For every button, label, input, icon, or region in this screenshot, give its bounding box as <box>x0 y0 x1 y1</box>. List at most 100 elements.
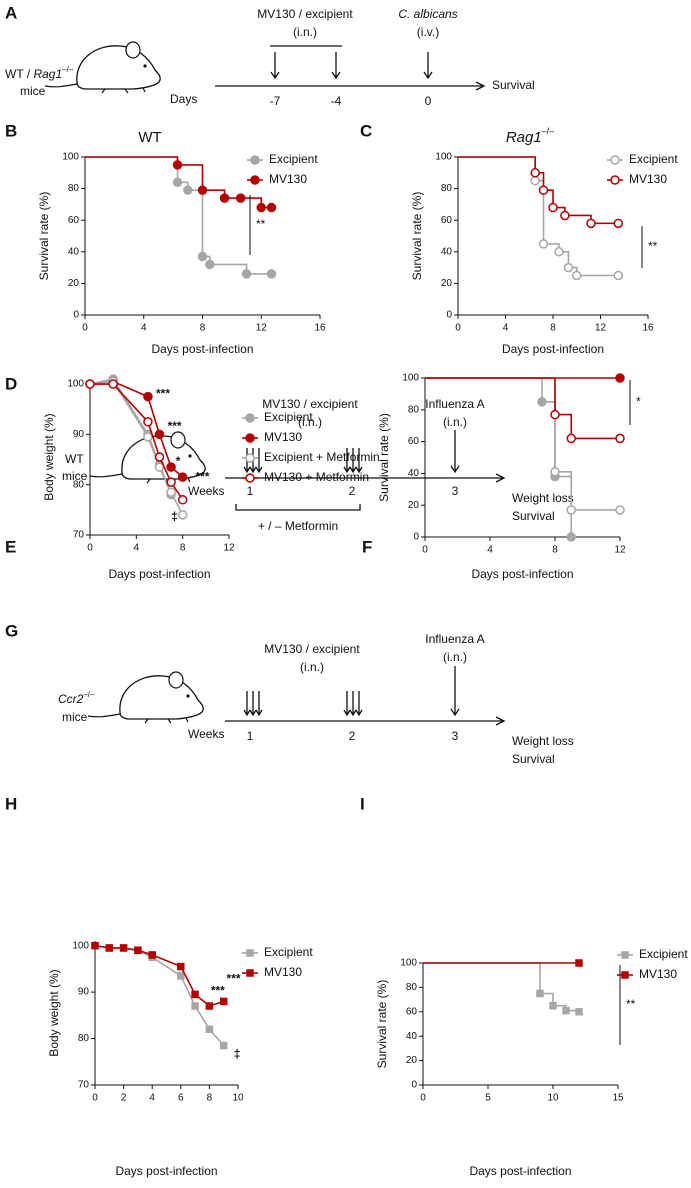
annotation: *** <box>211 983 225 997</box>
x-tick-label: 10 <box>547 1093 559 1104</box>
y-tick-label: 80 <box>406 982 418 993</box>
marker <box>143 417 153 427</box>
marker <box>563 262 574 273</box>
annotation: *** <box>156 386 170 400</box>
marker <box>105 944 114 952</box>
challenge: Influenza A <box>425 632 484 646</box>
marker <box>241 269 252 279</box>
marker <box>172 177 183 188</box>
chart: C Rag1–/– 0 20 40 60 80 100 0 4 8 12 16 Days post-inf… <box>360 121 678 356</box>
outcome: Weight loss <box>512 491 574 505</box>
marker <box>537 397 547 407</box>
title-text: WT <box>138 129 161 146</box>
y-tick-label: 100 <box>62 152 79 163</box>
legend-label: MV130 <box>639 967 677 981</box>
marker <box>572 270 582 281</box>
subject-label: WT <box>65 452 84 466</box>
marker <box>177 962 185 971</box>
x-tick-label: 8 <box>552 545 558 556</box>
x-tick-label: 5 <box>485 1093 491 1104</box>
treatment-arrows <box>270 45 342 80</box>
x-axis-label: Days post-infection <box>151 342 253 356</box>
legend-marker <box>245 413 255 423</box>
x-tick-label: 0 <box>87 543 93 554</box>
marker <box>613 270 624 281</box>
step-segment <box>85 156 179 165</box>
panel-label: H <box>5 794 17 813</box>
panel-label: E <box>5 537 16 556</box>
y-tick-label: 80 <box>68 183 80 194</box>
marker <box>530 175 540 186</box>
y-axis-label: Survival rate (%) <box>377 413 391 502</box>
y-tick-label: 40 <box>441 246 453 257</box>
legend-label: MV130 <box>629 172 667 186</box>
marker <box>536 989 544 998</box>
x-tick-label: 12 <box>256 323 268 334</box>
step-segment <box>209 263 248 274</box>
marker <box>615 505 625 515</box>
x-tick-label: 4 <box>487 545 493 556</box>
x-tick-label: 4 <box>134 543 140 554</box>
marker <box>575 1008 583 1016</box>
marker <box>166 462 176 472</box>
panel-label: B <box>5 121 17 140</box>
legend-label: Excipient <box>269 152 318 166</box>
x-tick-label: 0 <box>82 323 88 334</box>
panel-label: A <box>5 3 17 22</box>
legend-marker <box>245 453 255 463</box>
x-tick-label: 8 <box>180 543 186 554</box>
x-axis-label: Days post-infection <box>115 1164 217 1178</box>
marker <box>538 239 549 249</box>
x-tick-label: 2 <box>121 1093 127 1104</box>
y-tick-label: 0 <box>413 532 419 543</box>
challenge-route: (i.n.) <box>443 415 467 429</box>
axis-label: Weeks <box>188 727 224 741</box>
step-segment <box>177 164 204 191</box>
treatment-arrows <box>243 691 363 717</box>
treatment: MV130 / excipient <box>262 397 358 411</box>
subject-label: Ccr2–/– <box>58 690 95 706</box>
y-axis-label: Survival rate (%) <box>410 192 424 281</box>
panel-label: G <box>5 621 18 640</box>
outcome: Survival <box>512 752 555 766</box>
y-tick-label: 20 <box>441 278 453 289</box>
marker <box>143 432 153 442</box>
marker <box>548 202 558 213</box>
challenge-arrow <box>450 430 460 474</box>
step-segment <box>458 156 536 181</box>
y-tick-label: 100 <box>72 940 89 951</box>
marker <box>530 168 540 178</box>
timepoint: -7 <box>270 94 281 108</box>
marker <box>143 391 153 402</box>
y-tick-label: 90 <box>73 429 85 440</box>
significance: ** <box>256 217 266 231</box>
cotreatment: + / – Metformin <box>258 519 338 533</box>
x-tick-label: 4 <box>503 323 509 334</box>
marker <box>538 185 549 195</box>
marker <box>177 972 185 980</box>
line <box>94 944 225 1047</box>
timepoint: 2 <box>349 729 356 743</box>
timepoint: 1 <box>247 729 254 743</box>
marker <box>154 429 165 440</box>
x-axis-label: Days post-infection <box>471 567 573 581</box>
x-axis-label: Days post-infection <box>108 567 210 581</box>
subject-label: mice <box>62 469 88 483</box>
step-segment <box>540 992 554 1006</box>
y-tick-label: 70 <box>78 1080 90 1091</box>
y-tick-label: 100 <box>67 379 84 390</box>
challenge-arrow <box>450 666 460 717</box>
challenge-arrow <box>423 52 433 80</box>
y-axis-label: Body weight (%) <box>47 969 61 1056</box>
marker <box>191 1002 199 1010</box>
axis-label: Days <box>170 92 197 106</box>
marker <box>615 433 625 444</box>
step-segment <box>423 962 541 994</box>
outcome: Survival <box>512 509 555 523</box>
marker <box>166 487 176 497</box>
x-tick-label: 15 <box>612 1093 624 1104</box>
timepoint: 3 <box>452 729 459 743</box>
y-tick-label: 80 <box>441 183 453 194</box>
treatment-route: (i.n.) <box>298 415 322 429</box>
